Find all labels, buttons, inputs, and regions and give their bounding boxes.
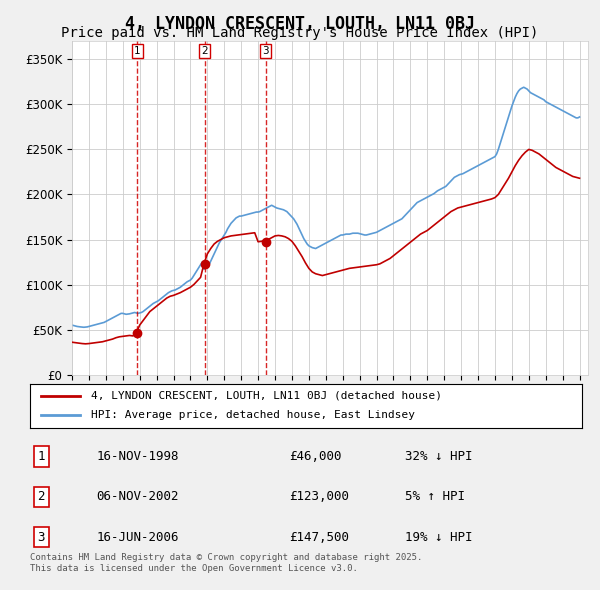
Text: Price paid vs. HM Land Registry's House Price Index (HPI): Price paid vs. HM Land Registry's House …	[61, 26, 539, 40]
Text: 2: 2	[202, 46, 208, 56]
Text: 32% ↓ HPI: 32% ↓ HPI	[406, 450, 473, 463]
Text: £147,500: £147,500	[289, 530, 349, 544]
Text: £46,000: £46,000	[289, 450, 342, 463]
Text: 5% ↑ HPI: 5% ↑ HPI	[406, 490, 466, 503]
Text: 16-JUN-2006: 16-JUN-2006	[96, 530, 179, 544]
Text: 3: 3	[37, 530, 45, 544]
Text: 2: 2	[37, 490, 45, 503]
Text: 06-NOV-2002: 06-NOV-2002	[96, 490, 179, 503]
Text: £123,000: £123,000	[289, 490, 349, 503]
Text: 16-NOV-1998: 16-NOV-1998	[96, 450, 179, 463]
Text: 3: 3	[263, 46, 269, 56]
Text: 19% ↓ HPI: 19% ↓ HPI	[406, 530, 473, 544]
Text: HPI: Average price, detached house, East Lindsey: HPI: Average price, detached house, East…	[91, 411, 415, 420]
Text: 4, LYNDON CRESCENT, LOUTH, LN11 0BJ (detached house): 4, LYNDON CRESCENT, LOUTH, LN11 0BJ (det…	[91, 391, 442, 401]
Text: 1: 1	[134, 46, 141, 56]
Text: Contains HM Land Registry data © Crown copyright and database right 2025.
This d: Contains HM Land Registry data © Crown c…	[30, 553, 422, 573]
Text: 4, LYNDON CRESCENT, LOUTH, LN11 0BJ: 4, LYNDON CRESCENT, LOUTH, LN11 0BJ	[125, 15, 475, 33]
Text: 1: 1	[37, 450, 45, 463]
